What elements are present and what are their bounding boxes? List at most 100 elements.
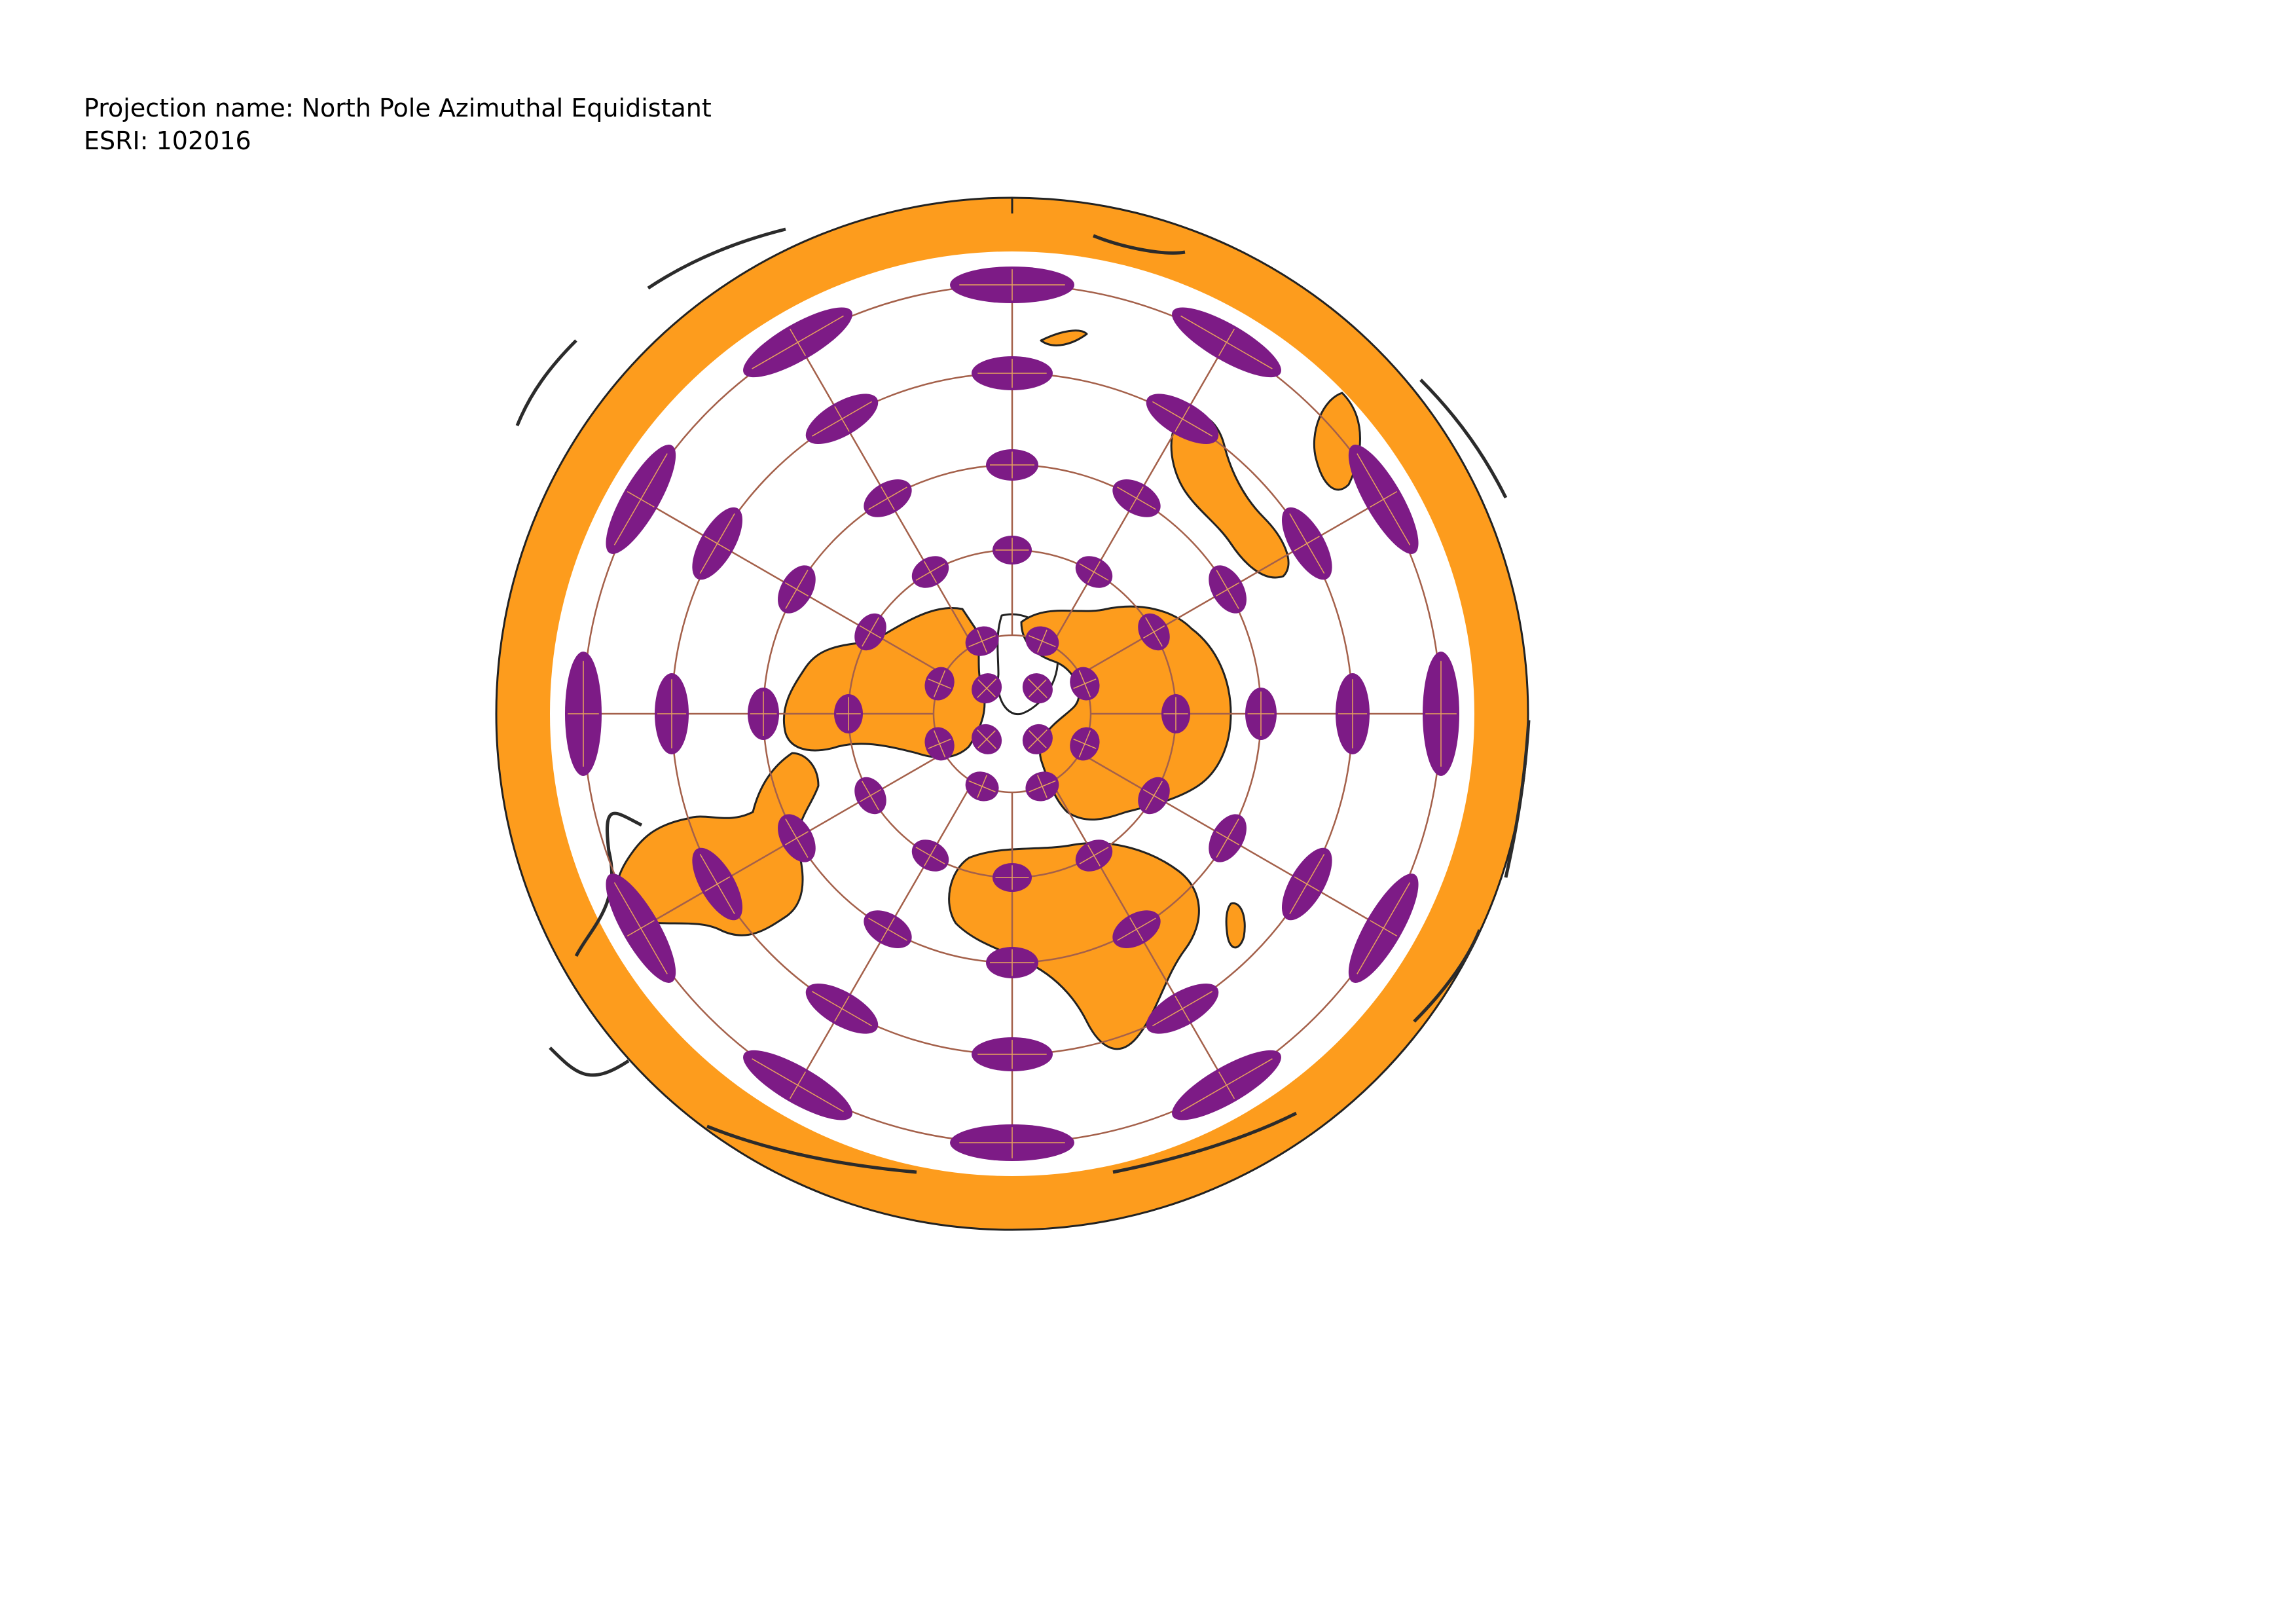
ellipse-minor-axis [1175, 406, 1190, 432]
tissot-ellipse-group [1075, 556, 1113, 588]
tissot-ellipse-group [1348, 874, 1419, 983]
ellipse-minor-axis [977, 679, 996, 697]
new-zealand [1040, 329, 1088, 346]
tissot-ellipse-group [778, 814, 816, 862]
tissot-ellipse-group [965, 771, 999, 802]
tissot-ellipse-group [924, 667, 955, 701]
tissot-ellipse-group [1138, 777, 1170, 815]
tissot-ellipse-group [1112, 910, 1161, 948]
ellipse-minor-axis [704, 876, 731, 892]
tissot-ellipse-group [1070, 667, 1100, 701]
ellipse-minor-axis [924, 844, 937, 867]
tissot-ellipse-group [1025, 771, 1059, 802]
ellipse-minor-axis [704, 536, 731, 551]
tissot-ellipse-group [864, 910, 912, 948]
ellipse-minor-axis [928, 678, 951, 689]
ellipse-minor-axis [627, 919, 655, 937]
tissot-ellipse-group [993, 536, 1032, 564]
tissot-ellipse-group [1281, 507, 1332, 580]
tissot-ellipse-group [743, 1050, 852, 1120]
tissot-ellipse-group [1245, 688, 1277, 740]
ellipse-minor-axis [1037, 629, 1048, 653]
ellipse-minor-axis [1218, 328, 1235, 356]
tissot-ellipse-group [1423, 652, 1459, 776]
ellipse-minor-axis [1129, 917, 1144, 942]
ellipse-minor-axis [977, 730, 996, 748]
antarctica-coast [515, 227, 1531, 1174]
ellipse-minor-axis [1129, 486, 1144, 510]
tissot-ellipse-group [950, 1124, 1074, 1161]
tissot-ellipse-group [805, 983, 879, 1034]
tissot-ellipse-group [606, 445, 676, 554]
tissot-ellipse-group [864, 479, 912, 517]
tissot-ellipse-group [972, 1037, 1053, 1071]
tissot-indicatrices [565, 267, 1459, 1161]
ellipse-minor-axis [1142, 789, 1165, 802]
tissot-ellipse-group [911, 840, 949, 872]
tissot-ellipse-group [972, 356, 1053, 390]
tissot-ellipse-group [1348, 445, 1419, 554]
tissot-ellipse-group [1172, 1050, 1281, 1120]
tissot-ellipse-group [1025, 626, 1059, 656]
esri-code-label: ESRI: 102016 [84, 126, 251, 155]
tissot-ellipse-group [986, 449, 1038, 481]
ellipse-minor-axis [1216, 831, 1240, 845]
ellipse-minor-axis [1073, 678, 1097, 689]
tissot-ellipse-group [1209, 814, 1247, 862]
tissot-ellipse-group [692, 507, 743, 580]
ellipse-minor-axis [881, 917, 895, 942]
ellipse-minor-axis [1294, 876, 1320, 892]
ellipse-minor-axis [627, 490, 655, 508]
ellipse-minor-axis [789, 1071, 807, 1099]
ellipse-minor-axis [924, 561, 937, 583]
tissot-ellipse-group [986, 947, 1038, 978]
ellipse-minor-axis [1087, 844, 1101, 867]
tissot-ellipse-group [950, 267, 1074, 303]
title-block: Projection name: North Pole Azimuthal Eq… [84, 92, 712, 157]
east-asia [1170, 413, 1290, 579]
ellipse-minor-axis [1175, 995, 1190, 1022]
ellipse-minor-axis [784, 582, 809, 597]
ellipse-minor-axis [834, 406, 850, 432]
tissot-ellipse-group [1209, 565, 1247, 614]
madagascar [1225, 902, 1246, 949]
tissot-ellipse-group [854, 777, 886, 815]
tissot-ellipse-group [655, 673, 689, 754]
tissot-ellipse-group [972, 724, 1002, 754]
ellipse-minor-axis [1370, 490, 1398, 508]
tissot-ellipse-group [1075, 840, 1113, 872]
tissot-ellipse-group [1172, 307, 1281, 378]
tissot-ellipse-group [1146, 394, 1219, 445]
tissot-ellipse-group [993, 863, 1032, 892]
tissot-ellipse-group [805, 394, 879, 445]
ellipse-minor-axis [789, 328, 807, 356]
ellipse-minor-axis [928, 739, 951, 749]
tissot-ellipse-group [606, 874, 676, 983]
tissot-ellipse-group [924, 727, 955, 761]
tissot-ellipse-group [743, 307, 852, 378]
tissot-ellipse-group [834, 694, 863, 733]
tissot-ellipse-group [748, 688, 779, 740]
ellipse-minor-axis [1073, 739, 1097, 749]
ellipse-minor-axis [881, 486, 895, 510]
ellipse-minor-axis [1029, 730, 1047, 748]
tissot-ellipse-group [854, 613, 886, 651]
ellipse-minor-axis [1142, 625, 1165, 638]
tissot-ellipse-group [1281, 847, 1332, 921]
ellipse-minor-axis [1294, 536, 1320, 551]
ellipse-minor-axis [1087, 561, 1101, 583]
australia [1313, 392, 1361, 491]
ellipse-minor-axis [1216, 582, 1240, 597]
projection-name-label: Projection name: North Pole Azimuthal Eq… [84, 94, 712, 122]
ellipse-minor-axis [1037, 775, 1048, 798]
ellipse-minor-axis [1029, 679, 1047, 697]
tissot-ellipse-group [778, 565, 816, 614]
tissot-ellipse-group [1022, 724, 1053, 754]
tissot-ellipse-group [1161, 694, 1190, 733]
tissot-ellipse-group [911, 556, 949, 588]
ellipse-minor-axis [1218, 1071, 1235, 1099]
tissot-ellipse-group [565, 652, 602, 776]
tissot-ellipse-group [1336, 673, 1370, 754]
tissot-ellipse-group [1138, 613, 1170, 651]
